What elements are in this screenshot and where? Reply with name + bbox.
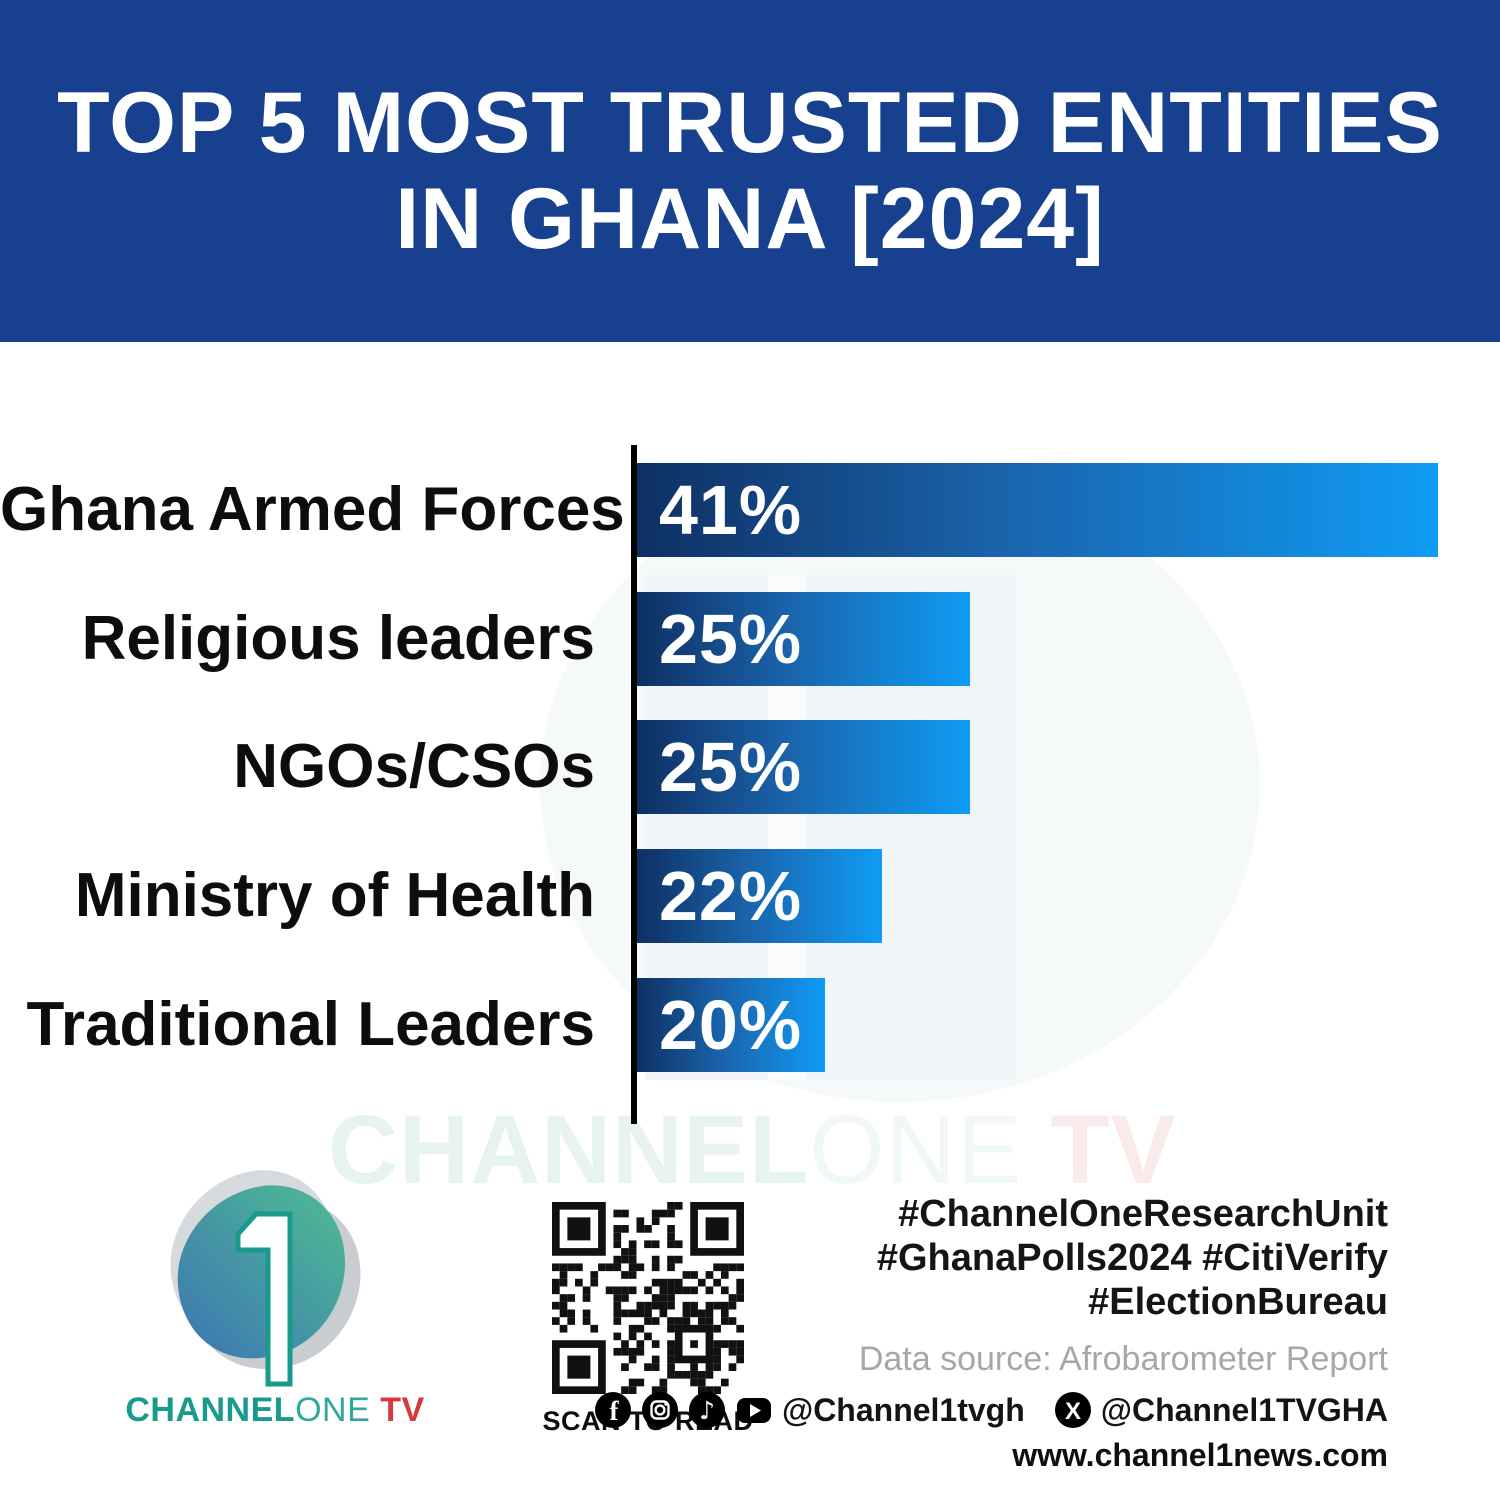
- bar-label: Ministry of Health: [74, 861, 595, 930]
- bar-label: Traditional Leaders: [26, 990, 595, 1059]
- tiktok-icon: ♪: [688, 1392, 725, 1428]
- hashtag-line-2: #GhanaPolls2024 #CitiVerify: [876, 1237, 1388, 1279]
- chart-axis: [631, 445, 637, 1124]
- wordmark-channel: CHANNEL: [125, 1391, 296, 1429]
- bar-value: 25%: [659, 600, 803, 678]
- wordmark-tv: TV: [370, 1391, 425, 1429]
- logo-pebble: [177, 1185, 346, 1359]
- channel-one-logo-icon: [170, 1170, 361, 1387]
- hashtag-line-1: #ChannelOneResearchUnit: [898, 1193, 1388, 1235]
- social-row: f ♪ @Channel1tvgh X @Channel1TVGHA: [594, 1391, 1388, 1429]
- watermark-part2: ONE: [809, 1095, 1023, 1204]
- footer-right-block: #ChannelOneResearchUnit #GhanaPolls2024 …: [594, 1192, 1388, 1474]
- bar-value: 25%: [659, 728, 803, 806]
- channel-one-watermark: CHANNELONE TV: [328, 1094, 1176, 1206]
- svg-text:♪: ♪: [699, 1396, 715, 1425]
- bar-label: Ghana Armed Forces: [0, 475, 625, 544]
- qr-code: [552, 1202, 744, 1394]
- bar-label: Religious leaders: [81, 604, 595, 673]
- watermark-part1: CHANNEL: [328, 1095, 810, 1204]
- bar: 25%: [637, 592, 970, 686]
- title-banner: TOP 5 MOST TRUSTED ENTITIES IN GHANA [20…: [0, 0, 1500, 342]
- bar: 22%: [637, 849, 882, 943]
- page-title-line2: IN GHANA [2024]: [395, 171, 1105, 267]
- wordmark-one: ONE: [295, 1391, 371, 1429]
- bar-value: 20%: [659, 986, 803, 1064]
- bar: 20%: [637, 978, 825, 1072]
- chart-row: Religious leaders 25%: [0, 592, 1500, 686]
- data-source: Data source: Afrobarometer Report: [858, 1340, 1388, 1378]
- youtube-icon: [736, 1398, 771, 1423]
- chart-row: Traditional Leaders 20%: [0, 978, 1500, 1072]
- chart-row: Ministry of Health 22%: [0, 849, 1500, 943]
- facebook-icon: f: [594, 1392, 631, 1428]
- hashtag-line-3: #ElectionBureau: [1088, 1281, 1388, 1323]
- bar: 41%: [637, 463, 1438, 557]
- channel-one-wordmark: CHANNELONE TV: [125, 1391, 425, 1430]
- bar-value: 22%: [659, 857, 803, 935]
- page-title-line1: TOP 5 MOST TRUSTED ENTITIES: [57, 75, 1443, 171]
- handle-channel1tvgha: @Channel1TVGHA: [1100, 1391, 1388, 1428]
- bar-value: 41%: [659, 471, 803, 549]
- instagram-icon: [641, 1392, 678, 1428]
- chart-row: Ghana Armed Forces 41%: [0, 463, 1500, 557]
- website-url: www.channel1news.com: [1012, 1437, 1388, 1473]
- bar-label: NGOs/CSOs: [233, 732, 595, 801]
- svg-text:X: X: [1065, 1398, 1081, 1425]
- x-icon: X: [1054, 1392, 1091, 1428]
- chart-row: NGOs/CSOs 25%: [0, 720, 1500, 814]
- watermark-part3: TV: [1022, 1095, 1177, 1204]
- logo-numeral-1: [235, 1211, 293, 1387]
- svg-text:f: f: [609, 1396, 619, 1426]
- bar: 25%: [637, 720, 970, 814]
- handle-channel1tvgh: @Channel1tvgh: [781, 1391, 1025, 1428]
